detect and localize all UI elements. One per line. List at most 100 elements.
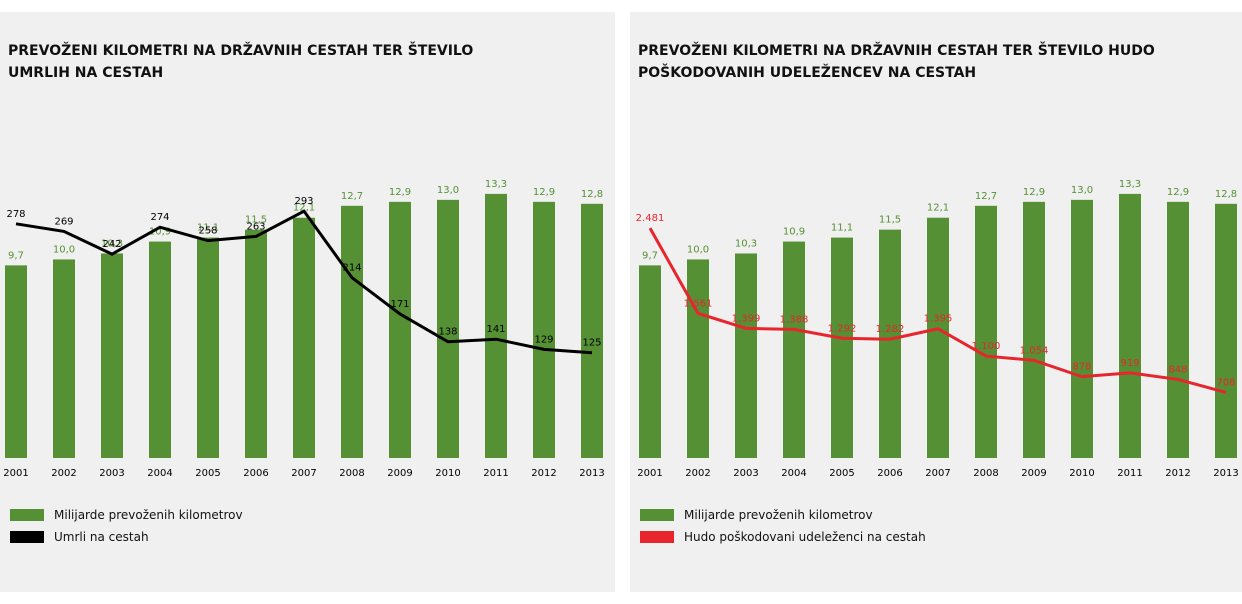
bar — [245, 229, 267, 458]
bar — [5, 265, 27, 458]
bar — [639, 265, 661, 458]
data-label: 171 — [390, 299, 409, 310]
plot: 2001 2002 2003 2004 2005 2006 2007 2008 2009 2010… — [3, 179, 604, 479]
data-label: 269 — [54, 216, 73, 227]
data-label: 12,1 — [927, 203, 949, 214]
legend-swatch — [640, 509, 674, 521]
x-tick-label: 2003 — [733, 468, 758, 479]
bar — [533, 201, 555, 459]
data-label: 1.054 — [1020, 345, 1049, 356]
bar — [341, 205, 363, 458]
data-label: 12,9 — [1167, 187, 1189, 198]
x-tick-label: 2003 — [99, 468, 124, 479]
data-label: 878 — [1072, 362, 1091, 373]
plot: 2001 2002 2003 2004 2005 2006 2007 2008 2009 2010… — [636, 179, 1239, 479]
data-label: 242 — [102, 239, 121, 250]
data-label: 11,5 — [879, 215, 901, 226]
x-tick-label: 2004 — [147, 468, 172, 479]
bar — [1119, 193, 1141, 458]
data-label: 10,9 — [783, 227, 805, 238]
bar — [197, 237, 219, 458]
bar — [975, 205, 997, 458]
bar — [879, 229, 901, 458]
data-label: 708 — [1216, 377, 1235, 388]
data-label: 1.100 — [972, 341, 1001, 352]
data-label: 9,7 — [642, 250, 658, 261]
bar — [831, 237, 853, 458]
data-label: 214 — [342, 263, 361, 274]
data-label: 258 — [198, 226, 217, 237]
data-label: 11,5 — [245, 215, 267, 226]
data-label: 274 — [150, 212, 169, 223]
data-label: 10,0 — [687, 244, 709, 255]
x-tick-label: 2006 — [243, 468, 268, 479]
chart-title: PREVOŽENI KILOMETRI NA DRŽAVNIH CESTAH T… — [8, 43, 474, 81]
legend-label: Hudo poškodovani udeleženci na cestah — [684, 530, 926, 544]
legend-item: Milijarde prevoženih kilometrov — [640, 508, 873, 522]
data-label: 11,1 — [831, 223, 853, 234]
x-tick-label: 2013 — [579, 468, 604, 479]
data-label: 2.481 — [636, 213, 665, 224]
bar — [101, 253, 123, 458]
legend-label: Milijarde prevoženih kilometrov — [54, 508, 243, 522]
x-tick-label: 2007 — [925, 468, 950, 479]
data-label: 12,1 — [293, 203, 315, 214]
bar — [927, 217, 949, 458]
x-tick-label: 2012 — [1165, 468, 1190, 479]
bar — [149, 241, 171, 458]
bar — [687, 259, 709, 458]
data-label: 1.399 — [732, 313, 761, 324]
bar — [735, 253, 757, 458]
data-label: 1.282 — [876, 324, 905, 335]
x-tick-label: 2011 — [483, 468, 508, 479]
x-tick-label: 2006 — [877, 468, 902, 479]
bar — [293, 217, 315, 458]
line — [648, 227, 1227, 394]
legend-swatch — [640, 531, 674, 543]
bar — [389, 201, 411, 459]
chart-panel: PREVOŽENI KILOMETRI NA DRŽAVNIH CESTAH T… — [0, 12, 615, 592]
bar — [1167, 201, 1189, 459]
data-label: 263 — [246, 221, 265, 232]
bar — [783, 241, 805, 458]
data-label: 10,3 — [101, 238, 123, 249]
data-label: 1.395 — [924, 314, 953, 325]
data-label: 129 — [534, 334, 553, 345]
data-label: 1.561 — [684, 298, 713, 309]
data-label: 13,0 — [437, 185, 459, 196]
x-tick-label: 2004 — [781, 468, 806, 479]
bar — [1071, 199, 1093, 458]
data-label: 141 — [486, 324, 505, 335]
data-label: 10,3 — [735, 238, 757, 249]
x-tick-label: 2010 — [435, 468, 460, 479]
data-label: 278 — [6, 209, 25, 220]
x-tick-label: 2013 — [1213, 468, 1238, 479]
data-label: 138 — [438, 327, 457, 338]
legend-item: Hudo poškodovani udeleženci na cestah — [640, 530, 926, 544]
legend-label: Milijarde prevoženih kilometrov — [684, 508, 873, 522]
legend-item: Milijarde prevoženih kilometrov — [10, 508, 243, 522]
x-tick-label: 2011 — [1117, 468, 1142, 479]
x-tick-label: 2001 — [3, 468, 28, 479]
data-label: 12,8 — [1215, 189, 1237, 200]
data-label: 848 — [1168, 364, 1187, 375]
line — [15, 209, 593, 355]
data-label: 12,9 — [389, 187, 411, 198]
chart-panel: PREVOŽENI KILOMETRI NA DRŽAVNIH CESTAH T… — [630, 12, 1242, 592]
data-label: 12,8 — [581, 189, 603, 200]
data-label: 11,1 — [197, 223, 219, 234]
x-tick-label: 2002 — [685, 468, 710, 479]
x-tick-label: 2001 — [637, 468, 662, 479]
data-label: 12,9 — [1023, 187, 1045, 198]
data-label: 9,7 — [8, 250, 24, 261]
data-label: 293 — [294, 196, 313, 207]
data-label: 1.388 — [780, 314, 809, 325]
data-label: 10,9 — [149, 227, 171, 238]
data-label: 12,7 — [975, 191, 997, 202]
bar — [1215, 203, 1237, 458]
x-tick-label: 2009 — [1021, 468, 1046, 479]
data-label: 919 — [1120, 358, 1139, 369]
bar — [485, 193, 507, 458]
x-tick-label: 2012 — [531, 468, 556, 479]
